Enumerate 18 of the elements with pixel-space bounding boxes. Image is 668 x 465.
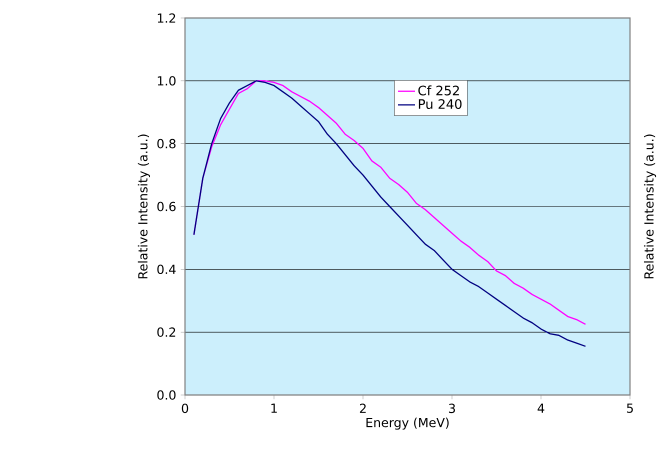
x-tick-label: 5 [626, 404, 633, 413]
legend-label: Pu 240 [418, 99, 462, 109]
y-tick-label: 0.4 [157, 264, 176, 274]
legend-label: Cf 252 [418, 85, 459, 96]
y-tick-label: 0.2 [157, 327, 176, 337]
y-tick-label: 1.0 [158, 76, 176, 86]
y-tick-label: 0.6 [157, 202, 176, 212]
x-tick-label: 0 [182, 404, 188, 414]
x-axis-title: Energy (MeV) [366, 418, 449, 430]
y2-axis-title: Relative Intensity (a.u.) [644, 134, 656, 278]
x-tick-label: 2 [360, 404, 366, 413]
y-tick-label: 0.0 [157, 390, 176, 400]
x-tick-label: 3 [448, 404, 455, 414]
y-tick-label: 0.8 [157, 138, 176, 148]
x-tick-label: 1 [271, 404, 277, 413]
y-tick-label: 1.2 [158, 13, 176, 23]
y-axis-title: Relative Intensity (a.u.) [138, 134, 150, 278]
x-tick-label: 4 [538, 404, 544, 413]
